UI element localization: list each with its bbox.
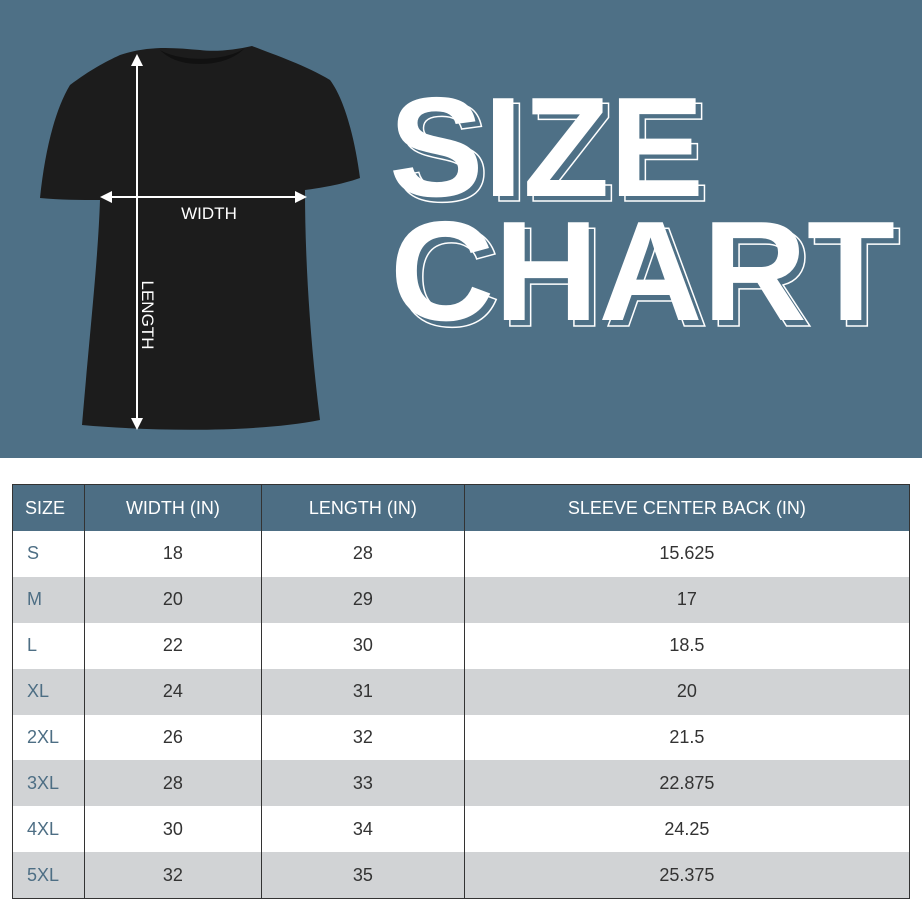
value-cell: 34 (260, 806, 465, 853)
value-cell: 15.625 (463, 531, 910, 577)
table-row: 5XL 32 35 25.375 (12, 852, 910, 899)
value-cell: 29 (260, 576, 465, 623)
value-cell: 22.875 (463, 760, 910, 807)
size-cell: XL (12, 668, 85, 715)
column-header: LENGTH (IN) (260, 484, 465, 531)
value-cell: 35 (260, 852, 465, 899)
value-cell: 28 (260, 531, 465, 577)
length-label: LENGTH (138, 281, 157, 350)
size-cell: 3XL (12, 760, 85, 807)
table-row: M 20 29 17 (12, 576, 910, 623)
tshirt-diagram: WIDTH LENGTH SIZE CHART SIZE CHART (40, 46, 902, 430)
size-cell: 2XL (27, 727, 60, 747)
value-cell: 22 (84, 622, 262, 669)
table-row: L 22 30 18.5 (13, 622, 910, 669)
value-cell: 30 (260, 622, 465, 669)
value-cell: 21.5 (463, 714, 910, 761)
size-cell: S (27, 543, 40, 564)
value-cell: 25.375 (463, 852, 910, 899)
column-header: SLEEVE CENTER BACK (IN) (463, 484, 910, 531)
value-cell: 17 (463, 576, 910, 623)
title-chart: CHART (390, 192, 895, 351)
title-size: SIZE (389, 68, 704, 227)
value-cell: 24 (84, 668, 262, 715)
width-arrow (100, 191, 307, 203)
size-table: SIZE WIDTH (IN) LENGTH (IN) SLEEVE CENTER B… (12, 484, 910, 900)
table-row: XL 24 31 20 (12, 668, 910, 715)
width-label: WIDTH (181, 204, 237, 223)
size-cell: 5XL (12, 852, 85, 899)
table-header: SIZE WIDTH (IN) LENGTH (IN) SLEEVE CENTER B… (12, 484, 910, 531)
value-cell: 31 (260, 668, 465, 715)
table-row: S 18 28 15.625 (13, 531, 910, 577)
table-row: 2XL 26 32 21.5 (13, 714, 910, 761)
size-cell: M (12, 576, 85, 623)
value-cell: 33 (260, 760, 465, 807)
value-cell: 32 (260, 714, 465, 761)
table-row: 3XL 28 33 22.875 (12, 760, 910, 807)
table-row: 4XL 30 34 24.25 (13, 806, 910, 853)
value-cell: 26 (84, 714, 262, 761)
size-cell: 4XL (27, 818, 60, 839)
column-header: SIZE (12, 484, 85, 531)
title-shadow-2: CHART (396, 198, 901, 357)
title-shadow-1: SIZE (395, 73, 710, 232)
column-header: WIDTH (IN) (84, 484, 262, 531)
value-cell: 32 (84, 852, 262, 899)
value-cell: 20 (463, 668, 910, 715)
value-cell: 18.5 (463, 622, 910, 669)
value-cell: 24.25 (463, 806, 910, 853)
size-cell: L (27, 635, 38, 656)
value-cell: 30 (84, 806, 262, 853)
hero-banner: WIDTH LENGTH SIZE CHART SIZE CHART (0, 0, 922, 458)
length-arrow (131, 54, 143, 430)
tshirt-image (40, 46, 360, 430)
value-cell: 18 (84, 531, 262, 577)
value-cell: 28 (84, 760, 262, 807)
value-cell: 20 (84, 576, 262, 623)
